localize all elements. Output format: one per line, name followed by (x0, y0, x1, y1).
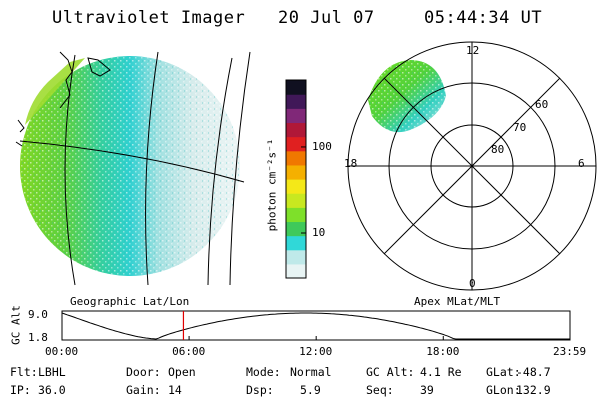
colorbar-cell (286, 108, 306, 124)
altitude-xtick-label: 18:00 (426, 345, 460, 358)
info-label: GC Alt: (366, 365, 415, 379)
info-label: Door: (126, 365, 161, 379)
colorbar-frame (285, 79, 307, 279)
colorbar-cell (286, 136, 306, 152)
coastline (59, 51, 111, 109)
instrument-title: Ultraviolet Imager (52, 8, 246, 28)
mlt-label-6: 6 (578, 157, 585, 170)
observation-time: 05:44:34 UT (424, 8, 543, 28)
colorbar (285, 79, 307, 279)
info-label: Flt: (10, 365, 38, 379)
info-label: GLat: (486, 365, 521, 379)
mlat-label-80: 80 (491, 143, 505, 156)
info-label: GLon: (486, 383, 521, 397)
colorbar-tick-label: 10 (312, 226, 326, 239)
info-value: LBHL (38, 365, 66, 379)
colorbar-cell (286, 150, 306, 166)
altitude-xtick-label: 23:59 (553, 345, 587, 358)
info-value: 4.1 Re (420, 365, 462, 379)
observation-date: 20 Jul 07 (278, 8, 375, 28)
colorbar-cell (286, 249, 306, 265)
altitude-xtick-label: 06:00 (172, 345, 206, 358)
mlat-label-60: 60 (535, 98, 549, 111)
colorbar-cell (286, 263, 306, 279)
info-value: -48.7 (516, 365, 551, 379)
geographic-image (15, 51, 251, 286)
mlt-label-12: 12 (466, 44, 480, 57)
mlat-label-70: 70 (513, 121, 527, 134)
colorbar-cell (286, 207, 306, 223)
info-value: 5.9 (300, 383, 321, 397)
info-value: 39 (420, 383, 434, 397)
colorbar-cell (286, 122, 306, 138)
geographic-panel-label: Geographic Lat/Lon (70, 295, 190, 308)
altitude-ylabel: GC Alt (9, 305, 23, 345)
geo-grid-lines (19, 51, 251, 286)
info-label: IP: (10, 383, 31, 397)
info-value: 132.9 (516, 383, 551, 397)
info-label: Dsp: (246, 383, 274, 397)
altitude-plot-frame (61, 310, 571, 341)
info-value: Normal (290, 365, 332, 379)
colorbar-cell (286, 179, 306, 194)
altitude-xtick-label: 00:00 (45, 345, 79, 358)
altitude-plot (61, 310, 571, 341)
info-value: Open (168, 365, 196, 379)
colorbar-cell (286, 94, 306, 109)
info-label: Seq: (366, 383, 394, 397)
altitude-curve (61, 312, 570, 340)
polar-panel-label: Apex MLat/MLT (414, 295, 501, 308)
colorbar-cell (286, 80, 306, 95)
colorbar-cell (286, 164, 306, 180)
info-label: Mode: (246, 365, 281, 379)
info-value: 36.0 (38, 383, 66, 397)
colorbar-unit-label: photon cm⁻²s⁻¹ (265, 138, 279, 232)
colorbar-tick-label: 100 (312, 139, 332, 153)
colorbar-cell (286, 235, 306, 251)
info-value: 14 (168, 383, 182, 397)
altitude-ytick-min: 1.8 (28, 331, 48, 344)
altitude-xtick-label: 12:00 (299, 345, 333, 358)
colorbar-cell (286, 221, 306, 237)
info-label: Gain: (126, 383, 161, 397)
colorbar-cell (286, 193, 306, 208)
altitude-ytick-max: 9.0 (28, 308, 48, 321)
mlt-label-0: 0 (469, 277, 476, 290)
mlt-label-18: 18 (344, 157, 358, 170)
polar-plot (347, 41, 597, 291)
